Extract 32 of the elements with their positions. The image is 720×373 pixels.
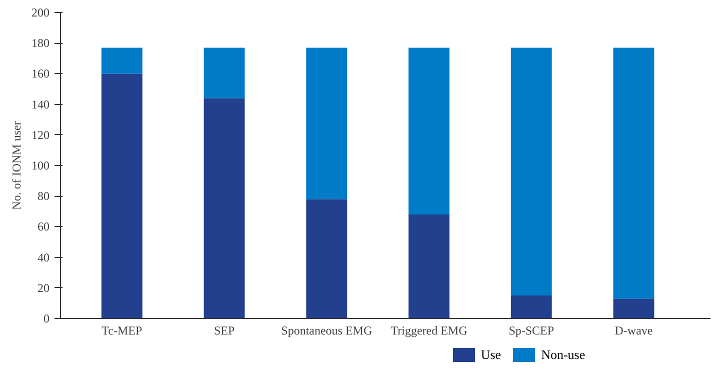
y-tick-label: 40	[38, 250, 50, 264]
y-tick-label: 160	[32, 66, 50, 81]
legend-label: Non-use	[541, 346, 586, 362]
bar	[204, 98, 245, 318]
legend-label: Use	[480, 346, 502, 362]
bar	[101, 48, 142, 74]
y-tick-label: 100	[32, 158, 50, 172]
y-tick-label: 60	[38, 220, 50, 234]
y-tick-label: 20	[38, 280, 50, 295]
x-tick-label: Sp-SCEP	[508, 324, 554, 338]
y-tick-label: 120	[32, 128, 50, 142]
bar	[510, 296, 552, 318]
x-tick-label: Tc-MEP	[102, 324, 142, 338]
y-axis-title: No. of IONM user	[10, 121, 24, 210]
y-tick-label: 0	[44, 312, 50, 326]
x-tick-label: Triggered EMG	[390, 324, 468, 338]
bar	[408, 48, 450, 214]
bar	[306, 48, 348, 200]
x-tick-label: D-wave	[614, 324, 653, 338]
bar	[306, 199, 348, 318]
x-tick-label: SEP	[214, 324, 235, 338]
y-tick-label: 140	[32, 97, 50, 112]
bar	[408, 214, 450, 318]
bar	[204, 48, 245, 98]
bar	[613, 298, 654, 318]
y-tick-label: 80	[38, 189, 50, 204]
y-tick-label: 180	[32, 36, 50, 50]
bar	[101, 74, 142, 318]
x-tick-label: Spontaneous EMG	[281, 324, 372, 338]
y-tick-label: 200	[32, 6, 50, 20]
bar	[510, 48, 552, 296]
bar	[613, 48, 654, 299]
